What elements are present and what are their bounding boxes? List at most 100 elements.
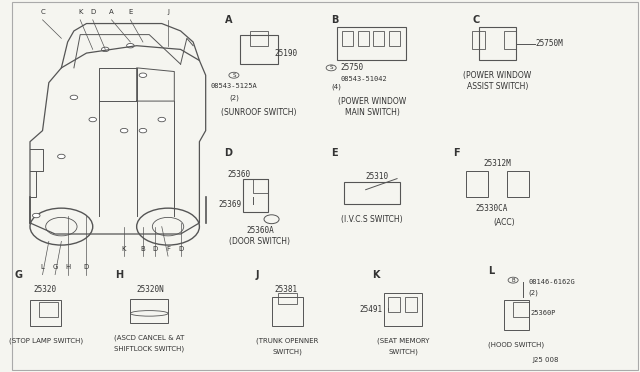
- Text: K: K: [372, 270, 380, 280]
- Text: 08146-6162G: 08146-6162G: [529, 279, 575, 285]
- Text: 25190: 25190: [275, 49, 298, 58]
- Text: H: H: [65, 264, 70, 270]
- Text: 25360P: 25360P: [530, 310, 556, 316]
- Text: J: J: [167, 9, 169, 16]
- Bar: [40, 302, 58, 317]
- Bar: [250, 31, 268, 46]
- Text: (POWER WINDOW: (POWER WINDOW: [463, 71, 532, 80]
- Bar: [342, 31, 353, 46]
- Bar: [131, 299, 168, 323]
- Text: (DOOR SWITCH): (DOOR SWITCH): [228, 237, 289, 246]
- Circle shape: [89, 117, 97, 122]
- Circle shape: [33, 213, 40, 218]
- Text: 25750M: 25750M: [535, 39, 563, 48]
- Text: 25750: 25750: [340, 63, 364, 72]
- Bar: [507, 171, 529, 197]
- Bar: [271, 297, 303, 326]
- Text: B: B: [511, 278, 515, 283]
- Bar: [504, 31, 516, 49]
- Text: G: G: [14, 270, 22, 280]
- Text: J: J: [256, 270, 259, 280]
- Text: D: D: [84, 264, 89, 270]
- Text: J25 008: J25 008: [532, 356, 559, 363]
- Text: 08543-51042: 08543-51042: [340, 76, 387, 82]
- Bar: [373, 31, 385, 46]
- Bar: [472, 31, 485, 49]
- Text: E: E: [128, 9, 132, 16]
- Text: F: F: [454, 148, 460, 158]
- Circle shape: [58, 154, 65, 159]
- Text: 25330CA: 25330CA: [476, 203, 508, 213]
- Text: L: L: [488, 266, 494, 276]
- Text: 25491: 25491: [360, 305, 383, 314]
- Bar: [466, 171, 488, 197]
- Circle shape: [102, 47, 109, 52]
- Text: (2): (2): [529, 290, 539, 296]
- Circle shape: [70, 95, 77, 100]
- Text: SHIFTLOCK SWITCH): SHIFTLOCK SWITCH): [114, 345, 184, 352]
- Text: (2): (2): [229, 94, 239, 101]
- Bar: [278, 293, 297, 304]
- Bar: [344, 182, 400, 205]
- Text: 25360: 25360: [228, 170, 251, 179]
- Text: (4): (4): [331, 83, 341, 90]
- Text: S: S: [330, 65, 333, 70]
- Text: ASSIST SWITCH): ASSIST SWITCH): [467, 82, 528, 91]
- Text: D: D: [90, 9, 95, 16]
- Circle shape: [139, 73, 147, 77]
- Bar: [243, 179, 268, 212]
- Bar: [253, 179, 268, 193]
- Text: D: D: [225, 148, 232, 158]
- Text: C: C: [40, 9, 45, 16]
- Bar: [240, 35, 278, 64]
- Circle shape: [127, 44, 134, 48]
- Text: H: H: [115, 270, 123, 280]
- Bar: [504, 301, 529, 330]
- Text: 25312M: 25312M: [484, 159, 511, 169]
- Bar: [479, 27, 516, 61]
- Text: D: D: [153, 246, 158, 252]
- Text: (ASCD CANCEL & AT: (ASCD CANCEL & AT: [114, 334, 184, 341]
- Bar: [513, 302, 529, 317]
- Text: 25360A: 25360A: [246, 226, 274, 235]
- Text: E: E: [331, 148, 338, 158]
- Text: F: F: [166, 246, 170, 252]
- Text: (I.V.C.S SWITCH): (I.V.C.S SWITCH): [341, 215, 403, 224]
- Text: (TRUNK OPENNER: (TRUNK OPENNER: [256, 338, 319, 344]
- Bar: [404, 297, 417, 311]
- Text: (STOP LAMP SWITCH): (STOP LAMP SWITCH): [8, 338, 83, 344]
- Text: G: G: [52, 264, 58, 270]
- Bar: [30, 301, 61, 326]
- Text: K: K: [122, 246, 126, 252]
- Text: 08543-5125A: 08543-5125A: [211, 83, 257, 89]
- Text: 25369: 25369: [218, 200, 241, 209]
- Bar: [388, 297, 400, 311]
- Circle shape: [120, 128, 128, 133]
- Text: L: L: [40, 264, 45, 270]
- Text: (SEAT MEMORY: (SEAT MEMORY: [377, 338, 429, 344]
- Text: SWITCH): SWITCH): [272, 349, 302, 355]
- Text: (POWER WINDOW: (POWER WINDOW: [338, 97, 406, 106]
- Text: C: C: [472, 15, 479, 25]
- Text: 25320: 25320: [33, 285, 56, 294]
- Text: A: A: [109, 9, 114, 16]
- Bar: [389, 31, 400, 46]
- Bar: [358, 31, 369, 46]
- Text: (ACC): (ACC): [493, 218, 515, 227]
- Text: 25320N: 25320N: [137, 285, 164, 294]
- Text: B: B: [141, 246, 145, 252]
- Text: (SUNROOF SWITCH): (SUNROOF SWITCH): [221, 108, 297, 117]
- Bar: [385, 293, 422, 326]
- Text: B: B: [331, 15, 339, 25]
- Bar: [337, 27, 406, 61]
- Text: D: D: [178, 246, 183, 252]
- Text: S: S: [232, 73, 236, 78]
- Text: SWITCH): SWITCH): [388, 349, 419, 355]
- Text: 25310: 25310: [365, 172, 388, 181]
- Text: A: A: [225, 15, 232, 25]
- Circle shape: [158, 117, 166, 122]
- Circle shape: [139, 128, 147, 133]
- Text: K: K: [78, 9, 83, 16]
- Text: MAIN SWITCH): MAIN SWITCH): [344, 108, 399, 117]
- Text: (HOOD SWITCH): (HOOD SWITCH): [488, 341, 545, 348]
